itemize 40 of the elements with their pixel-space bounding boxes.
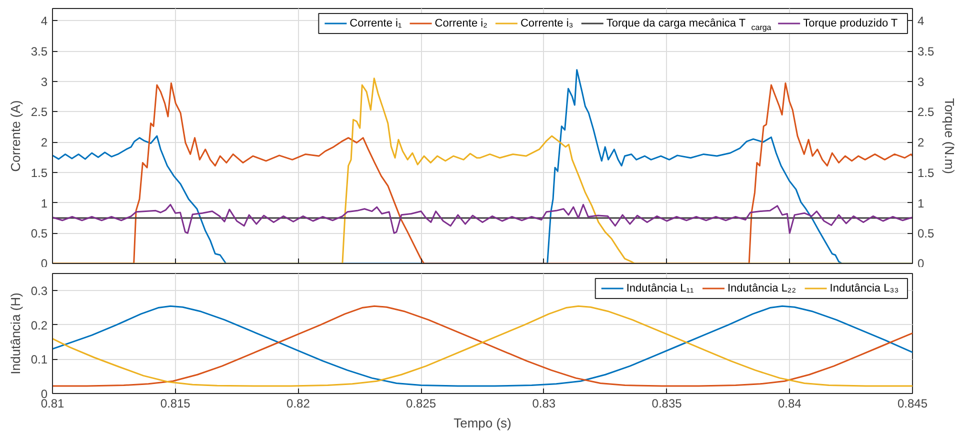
legend-label: Corrente i₂ <box>434 18 488 30</box>
y-axis-title: Corrente (A) <box>8 100 23 172</box>
y-tick-label: 1 <box>40 196 48 210</box>
y-tick-label: 0.2 <box>30 318 48 332</box>
legend-label: Torque produzido T <box>803 18 898 30</box>
y2-axis-title: Torque (N.m) <box>942 98 958 174</box>
x-tick-label: 0.835 <box>652 396 682 410</box>
y2-tick-label: 2.5 <box>918 105 935 120</box>
y2-tick-label: 1.5 <box>918 166 935 180</box>
x-axis-title: Tempo (s) <box>454 416 512 430</box>
x-tick-label: 0.81 <box>40 396 65 410</box>
line-series <box>52 204 912 234</box>
x-tick-label: 0.84 <box>778 396 802 410</box>
y-tick-label: 2.5 <box>30 105 48 120</box>
legend-label: Corrente i₁ <box>350 18 402 30</box>
y2-tick-label: 0.5 <box>918 226 935 241</box>
x-tick-label: 0.82 <box>286 396 310 410</box>
y-tick-label: 2 <box>40 136 48 150</box>
y-tick-label: 0.1 <box>30 352 48 367</box>
y2-tick-label: 3.5 <box>918 44 935 58</box>
line-series <box>52 305 912 387</box>
y-tick-label: 3.5 <box>30 44 48 58</box>
y2-tick-label: 2 <box>918 136 924 150</box>
x-tick-label: 0.845 <box>897 396 928 410</box>
x-tick-label: 0.815 <box>160 396 191 410</box>
x-tick-label: 0.825 <box>406 396 436 410</box>
y2-tick-label: 1 <box>918 196 924 210</box>
y-tick-label: 4 <box>40 14 48 28</box>
legend-label: Corrente i₃ <box>520 18 574 30</box>
y-tick-label: 0.5 <box>30 226 48 241</box>
legend-label: Indutância L₂₂ <box>728 282 796 294</box>
y2-tick-label: 3 <box>918 74 924 89</box>
legend-label: Indutância L₁₁ <box>626 282 694 294</box>
y2-tick-label: 4 <box>918 14 924 28</box>
y-axis-title: Indutância (H) <box>8 292 23 374</box>
x-tick-label: 0.83 <box>532 396 556 410</box>
y-tick-label: 3 <box>40 74 48 89</box>
y-tick-label: 0.3 <box>30 284 48 298</box>
legend-label: Indutância L₃₃ <box>830 282 899 294</box>
y-tick-label: 1.5 <box>30 166 48 180</box>
